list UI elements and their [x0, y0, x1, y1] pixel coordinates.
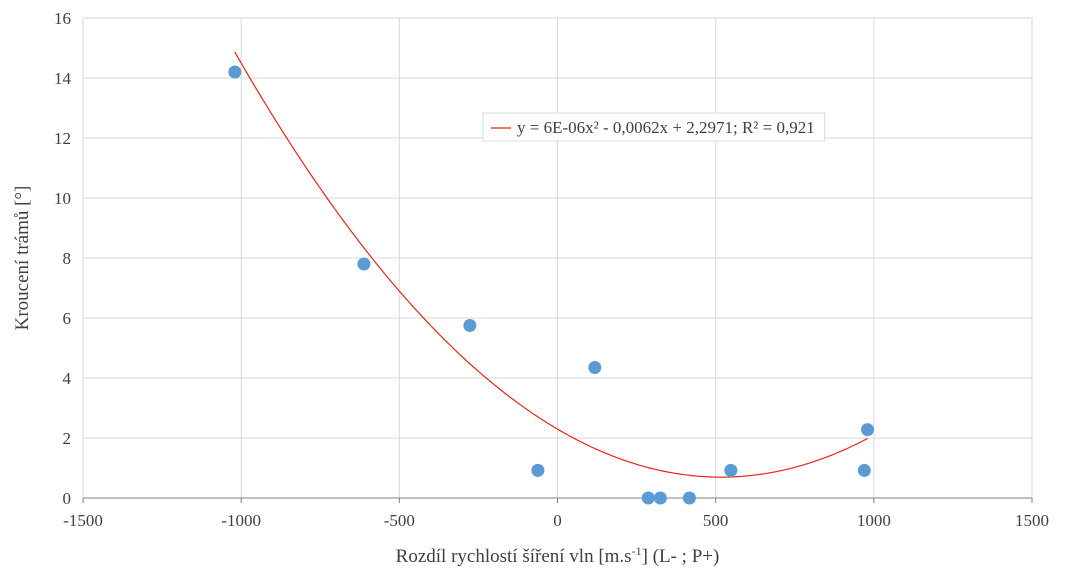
- data-point: [228, 65, 242, 79]
- x-axis-title: Rozdíl rychlostí šíření vln [m.s-1] (L- …: [396, 544, 720, 567]
- x-tick-label: 1500: [1015, 511, 1049, 530]
- data-point: [641, 491, 655, 505]
- x-tick-label: -500: [384, 511, 415, 530]
- x-tick-label: 0: [553, 511, 562, 530]
- y-tick-label: 4: [63, 369, 72, 388]
- y-tick-label: 6: [63, 309, 72, 328]
- data-point: [682, 491, 696, 505]
- x-tick-label: 1000: [857, 511, 891, 530]
- y-tick-label: 2: [63, 429, 72, 448]
- axes: -1500 -1000 -500 0 500 1000 1500 0 2 4 6 8 10 12 14 16: [54, 9, 1049, 530]
- data-point: [357, 257, 371, 271]
- data-point: [653, 491, 667, 505]
- data-point: [463, 319, 477, 332]
- x-tick-label: -1500: [63, 511, 103, 530]
- data-point: [531, 463, 545, 477]
- y-tick-label: 14: [54, 69, 72, 88]
- data-point: [857, 463, 871, 477]
- x-tick-label: -1000: [221, 511, 261, 530]
- data-point: [724, 463, 738, 477]
- y-tick-label: 8: [63, 249, 72, 268]
- trendline-layer: [234, 51, 868, 478]
- y-tick-label: 16: [54, 9, 71, 28]
- y-axis-title: Kroucení trámů [°]: [12, 186, 33, 331]
- y-tick-label: 0: [63, 489, 72, 508]
- legend-trendline-label: y = 6E-06x² - 0,0062x + 2,2971; R² = 0,9…: [517, 118, 815, 137]
- y-tick-label: 12: [54, 129, 71, 148]
- data-point: [588, 361, 602, 374]
- x-tick-label: 500: [703, 511, 729, 530]
- data-points: [228, 65, 875, 505]
- legend: y = 6E-06x² - 0,0062x + 2,2971; R² = 0,9…: [482, 112, 826, 142]
- data-point: [861, 423, 875, 437]
- y-tick-label: 10: [54, 189, 71, 208]
- trendline: [234, 51, 868, 478]
- legend-box: [482, 112, 826, 142]
